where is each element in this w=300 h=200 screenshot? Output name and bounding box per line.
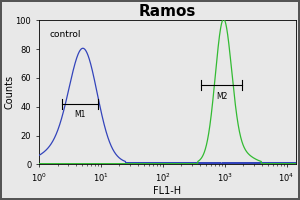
Title: Ramos: Ramos — [139, 4, 196, 19]
Text: M1: M1 — [74, 110, 86, 119]
Text: M2: M2 — [216, 92, 227, 101]
X-axis label: FL1-H: FL1-H — [153, 186, 182, 196]
Text: control: control — [49, 30, 81, 39]
Y-axis label: Counts: Counts — [4, 75, 14, 109]
